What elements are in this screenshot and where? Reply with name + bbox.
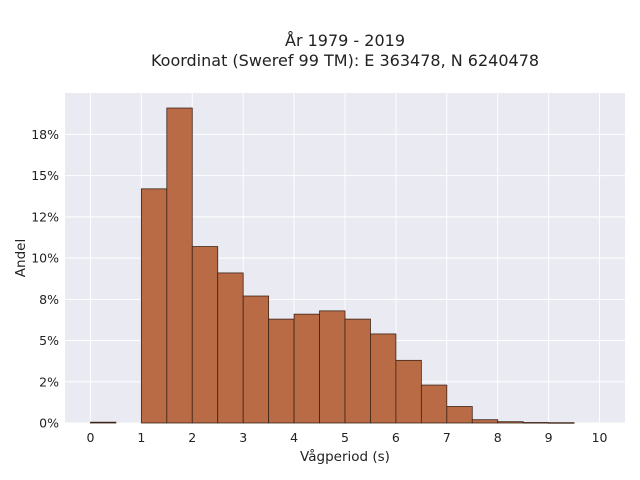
histogram-bar: [140, 188, 168, 424]
histogram-bar: [293, 313, 320, 424]
x-tick-label: 9: [545, 430, 553, 445]
y-tick-label: 18%: [31, 127, 59, 142]
chart-title: År 1979 - 2019: [285, 31, 405, 50]
x-tick-label: 10: [592, 430, 608, 445]
histogram-bar: [548, 422, 575, 424]
x-tick-label: 0: [86, 430, 94, 445]
histogram-bar: [217, 272, 244, 424]
histogram-bar: [191, 246, 219, 424]
histogram-bar: [446, 406, 473, 424]
x-axis-label: Vågperiod (s): [300, 448, 390, 465]
histogram-bar: [497, 421, 524, 424]
histogram-bar: [522, 422, 550, 424]
chart-subtitle: Koordinat (Sweref 99 TM): E 363478, N 62…: [151, 51, 539, 70]
y-tick-label: 5%: [39, 333, 59, 348]
y-tick-label: 12%: [31, 209, 59, 224]
histogram-bar: [395, 359, 422, 424]
y-tick-label: 0%: [39, 416, 59, 431]
x-tick-label: 6: [392, 430, 400, 445]
histogram-bar: [471, 419, 499, 424]
histogram-bar: [90, 421, 117, 424]
histogram-bar: [344, 318, 371, 424]
histogram-bar: [370, 333, 397, 424]
histogram-bar: [420, 384, 448, 424]
x-tick-label: 2: [188, 430, 196, 445]
histogram-bars: [90, 107, 575, 424]
y-tick-label: 15%: [31, 168, 59, 183]
y-tick-label: 10%: [31, 251, 59, 266]
x-tick-label: 3: [239, 430, 247, 445]
x-tick-label: 4: [290, 430, 298, 445]
x-tick-label: 7: [443, 430, 451, 445]
x-axis-ticks: 0 1 2 3 4 5 6 7 8 9 10: [86, 430, 607, 445]
y-axis-ticks: 0% 2% 5% 8% 10% 12% 15% 18%: [31, 127, 59, 431]
histogram-bar: [319, 310, 346, 424]
histogram-bar: [268, 318, 295, 424]
y-tick-label: 8%: [39, 292, 59, 307]
y-tick-label: 2%: [39, 374, 59, 389]
x-tick-label: 8: [494, 430, 502, 445]
histogram-bar: [166, 107, 193, 424]
histogram-bar: [242, 295, 270, 424]
y-axis-label: Andel: [13, 239, 29, 277]
x-tick-label: 1: [137, 430, 145, 445]
x-tick-label: 5: [341, 430, 349, 445]
